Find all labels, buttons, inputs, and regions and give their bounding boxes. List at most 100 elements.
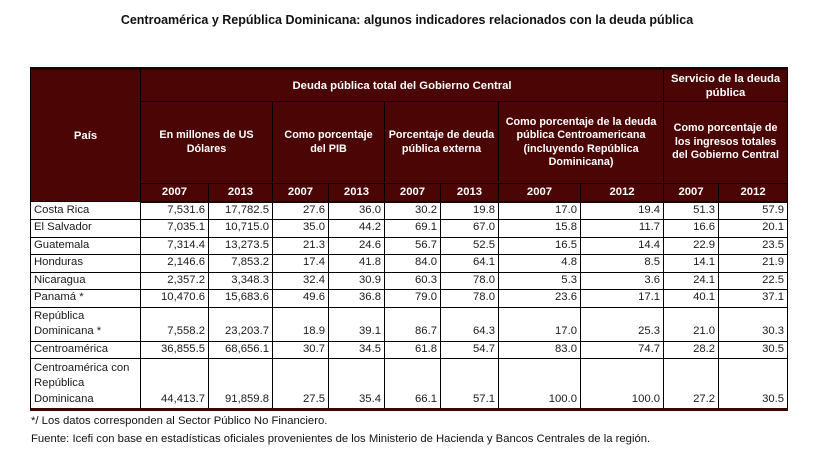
value-cell: 52.5 bbox=[440, 236, 499, 255]
value-cell: 27.5 bbox=[272, 358, 329, 410]
debt-indicators-table: País Deuda pública total del Gobierno Cen… bbox=[30, 67, 789, 411]
value-cell: 30.2 bbox=[384, 201, 441, 220]
value-cell: 5.3 bbox=[498, 271, 581, 290]
value-cell: 44,413.7 bbox=[140, 358, 209, 410]
value-cell: 2,357.2 bbox=[140, 271, 209, 290]
value-cell: 21.9 bbox=[718, 254, 789, 273]
value-cell: 44.2 bbox=[328, 219, 385, 238]
value-cell: 21.0 bbox=[663, 306, 720, 342]
value-cell: 19.4 bbox=[579, 201, 665, 220]
value-cell: 3,348.3 bbox=[208, 271, 273, 290]
value-cell: 7,314.4 bbox=[140, 236, 209, 255]
value-cell: 17.4 bbox=[272, 254, 329, 273]
year-header-8: 2007 bbox=[663, 183, 720, 203]
value-cell: 17.0 bbox=[498, 306, 581, 342]
group-header-0: Deuda pública total del Gobierno Central bbox=[139, 68, 665, 102]
value-cell: 15.8 bbox=[498, 219, 581, 238]
value-cell: 27.6 bbox=[272, 201, 329, 220]
footnote-asterisk: */ Los datos corresponden al Sector Públ… bbox=[31, 415, 328, 427]
country-cell: Costa Rica bbox=[30, 201, 141, 220]
value-cell: 37.1 bbox=[718, 289, 789, 308]
value-cell: 10,715.0 bbox=[208, 219, 273, 238]
value-cell: 16.5 bbox=[498, 236, 581, 255]
table-row: Centroamérica 36,855.5 68,656.1 30.7 34.5 61.… bbox=[30, 340, 789, 359]
value-cell: 16.6 bbox=[663, 219, 720, 238]
country-cell: República Dominicana * bbox=[30, 306, 141, 342]
value-cell: 11.7 bbox=[579, 219, 665, 238]
value-cell: 23,203.7 bbox=[208, 306, 273, 342]
value-cell: 30.5 bbox=[718, 358, 789, 410]
value-cell: 35.4 bbox=[328, 358, 385, 410]
value-cell: 17.1 bbox=[579, 289, 665, 308]
value-cell: 66.1 bbox=[384, 358, 441, 410]
value-cell: 3.6 bbox=[579, 271, 665, 290]
value-cell: 17,782.5 bbox=[208, 201, 273, 220]
value-cell: 78.0 bbox=[440, 289, 499, 308]
table-row: República Dominicana * 7,558.2 23,203.7 18.… bbox=[30, 306, 789, 342]
value-cell: 8.5 bbox=[579, 254, 665, 273]
value-cell: 68,656.1 bbox=[208, 340, 273, 359]
year-header-row: 2007 2013 2007 2013 2007 2013 2007 2012 2007 2012 bbox=[31, 183, 789, 203]
table-row: Guatemala 7,314.4 13,273.5 21.3 24.6 56.7 52.5… bbox=[30, 236, 789, 255]
value-cell: 22.5 bbox=[718, 271, 789, 290]
value-cell: 23.6 bbox=[498, 289, 581, 308]
value-cell: 36,855.5 bbox=[140, 340, 209, 359]
value-cell: 57.9 bbox=[718, 201, 789, 220]
sub-header-row: En millones de US Dólares Como porcentaje… bbox=[31, 101, 789, 184]
value-cell: 100.0 bbox=[579, 358, 665, 410]
value-cell: 100.0 bbox=[498, 358, 581, 410]
value-cell: 21.3 bbox=[272, 236, 329, 255]
year-header-0: 2007 bbox=[140, 183, 209, 203]
value-cell: 14.4 bbox=[579, 236, 665, 255]
value-cell: 40.1 bbox=[663, 289, 720, 308]
year-header-6: 2007 bbox=[498, 183, 581, 203]
value-cell: 30.5 bbox=[718, 340, 789, 359]
year-header-3: 2013 bbox=[328, 183, 385, 203]
group-header-1: Servicio de la deuda pública bbox=[663, 68, 789, 102]
corner-header-pais: País bbox=[30, 68, 141, 202]
value-cell: 57.1 bbox=[440, 358, 499, 410]
value-cell: 64.3 bbox=[440, 306, 499, 342]
value-cell: 60.3 bbox=[384, 271, 441, 290]
value-cell: 83.0 bbox=[498, 340, 581, 359]
year-header-9: 2012 bbox=[718, 183, 789, 203]
value-cell: 19.8 bbox=[440, 201, 499, 220]
value-cell: 7,853.2 bbox=[208, 254, 273, 273]
value-cell: 49.6 bbox=[272, 289, 329, 308]
value-cell: 61.8 bbox=[384, 340, 441, 359]
table-row: Centroamérica con República Dominicana 44… bbox=[30, 358, 789, 410]
value-cell: 24.6 bbox=[328, 236, 385, 255]
value-cell: 35.0 bbox=[272, 219, 329, 238]
value-cell: 67.0 bbox=[440, 219, 499, 238]
value-cell: 30.3 bbox=[718, 306, 789, 342]
value-cell: 7,035.1 bbox=[140, 219, 209, 238]
value-cell: 32.4 bbox=[272, 271, 329, 290]
value-cell: 22.9 bbox=[663, 236, 720, 255]
table-row: Honduras 2,146.6 7,853.2 17.4 41.8 84.0 64.1 4.… bbox=[30, 254, 789, 273]
year-header-1: 2013 bbox=[208, 183, 273, 203]
value-cell: 69.1 bbox=[384, 219, 441, 238]
value-cell: 86.7 bbox=[384, 306, 441, 342]
value-cell: 56.7 bbox=[384, 236, 441, 255]
group-header-row: País Deuda pública total del Gobierno Cen… bbox=[30, 68, 789, 202]
value-cell: 64.1 bbox=[440, 254, 499, 273]
value-cell: 17.0 bbox=[498, 201, 581, 220]
country-cell: Nicaragua bbox=[30, 271, 141, 290]
country-cell: Guatemala bbox=[30, 236, 141, 255]
value-cell: 23.5 bbox=[718, 236, 789, 255]
value-cell: 7,531.6 bbox=[140, 201, 209, 220]
value-cell: 36.0 bbox=[328, 201, 385, 220]
year-header-7: 2012 bbox=[579, 183, 665, 203]
table-body: Costa Rica 7,531.6 17,782.5 27.6 36.0 30.2 19.… bbox=[30, 201, 789, 410]
year-header-5: 2013 bbox=[440, 183, 499, 203]
year-header-2: 2007 bbox=[272, 183, 329, 203]
country-cell: Honduras bbox=[30, 254, 141, 273]
value-cell: 27.2 bbox=[663, 358, 720, 410]
value-cell: 51.3 bbox=[663, 201, 720, 220]
value-cell: 36.8 bbox=[328, 289, 385, 308]
table-row: Nicaragua 2,357.2 3,348.3 32.4 30.9 60.3 78.0 5… bbox=[30, 271, 789, 290]
footnotes: */ Los datos corresponden al Sector Públ… bbox=[31, 412, 650, 448]
table-row: Panamá * 10,470.6 15,683.6 49.6 36.8 79.0 78.0… bbox=[30, 289, 789, 308]
value-cell: 41.8 bbox=[328, 254, 385, 273]
